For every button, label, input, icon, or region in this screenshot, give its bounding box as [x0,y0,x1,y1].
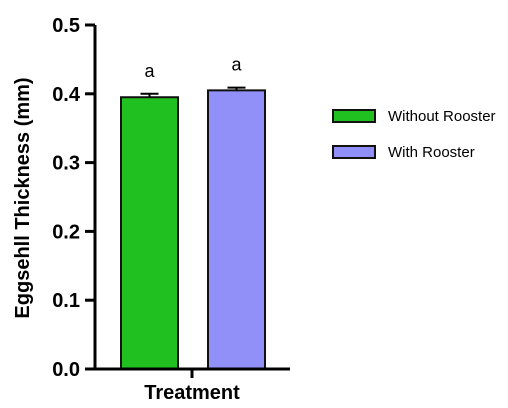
x-axis-title: Treatment [144,382,240,404]
y-tick-label-3: 0.3 [52,153,80,175]
legend-swatch-2 [332,145,376,159]
bar-1 [120,96,179,371]
y-tick-label-4: 0.4 [52,84,81,106]
significance-label-1: a [144,61,155,81]
y-tick-label-5: 0.5 [52,15,80,37]
plot-area: a a 0.0 0.1 0.2 0.3 0.4 0.5 [52,15,290,381]
bar-2 [207,89,266,371]
y-tick-label-1: 0.1 [52,290,80,312]
significance-label-2: a [231,55,242,75]
legend: Without Rooster With Rooster [332,108,496,161]
legend-label-1: Without Rooster [388,108,496,125]
y-tick-label-0: 0.0 [52,359,80,381]
y-axis-title: Eggsehll Thickness (mm) [12,77,34,318]
legend-swatch-1 [332,109,376,123]
y-tick-label-2: 0.2 [52,221,80,243]
legend-label-2: With Rooster [388,144,475,161]
